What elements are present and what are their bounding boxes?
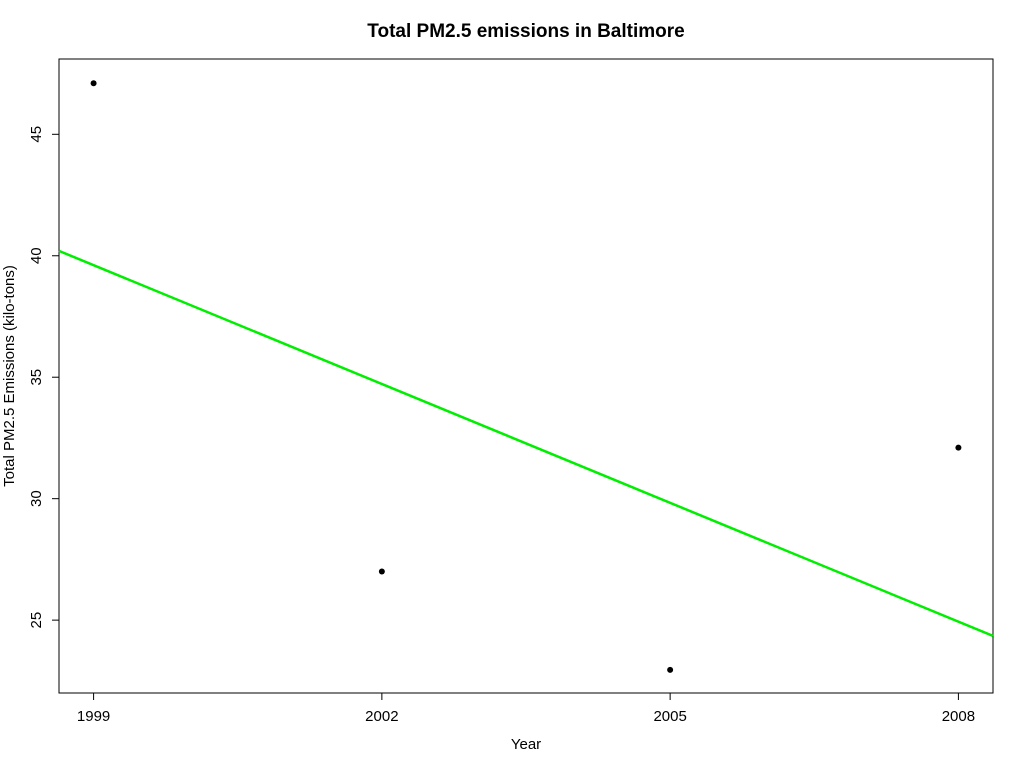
x-tick-label-2008: 2008 xyxy=(942,708,975,725)
points-layer xyxy=(90,80,962,673)
x-tick-label-1999: 1999 xyxy=(77,708,110,725)
y-tick-label-30: 30 xyxy=(28,490,45,507)
y-axis: 25 30 35 40 45 xyxy=(28,126,59,629)
plot-frame xyxy=(58,58,994,694)
regression-line-layer xyxy=(58,249,994,638)
regression-line xyxy=(58,249,994,638)
data-point-2008 xyxy=(955,444,962,451)
y-axis-label: Total PM2.5 Emissions (kilo-tons) xyxy=(1,265,18,487)
chart-title: Total PM2.5 emissions in Baltimore xyxy=(367,21,684,42)
x-tick-label-2002: 2002 xyxy=(365,708,398,725)
y-tick-label-45: 45 xyxy=(28,126,45,143)
data-point-1999 xyxy=(90,80,97,87)
y-tick-label-25: 25 xyxy=(28,612,45,629)
y-tick-label-40: 40 xyxy=(28,247,45,264)
data-point-2002 xyxy=(378,568,385,575)
x-axis-label: Year xyxy=(511,736,541,753)
x-axis: 1999 2002 2005 2008 xyxy=(77,693,975,725)
y-tick-label-35: 35 xyxy=(28,369,45,386)
data-point-2005 xyxy=(667,666,674,673)
x-tick-label-2005: 2005 xyxy=(653,708,686,725)
